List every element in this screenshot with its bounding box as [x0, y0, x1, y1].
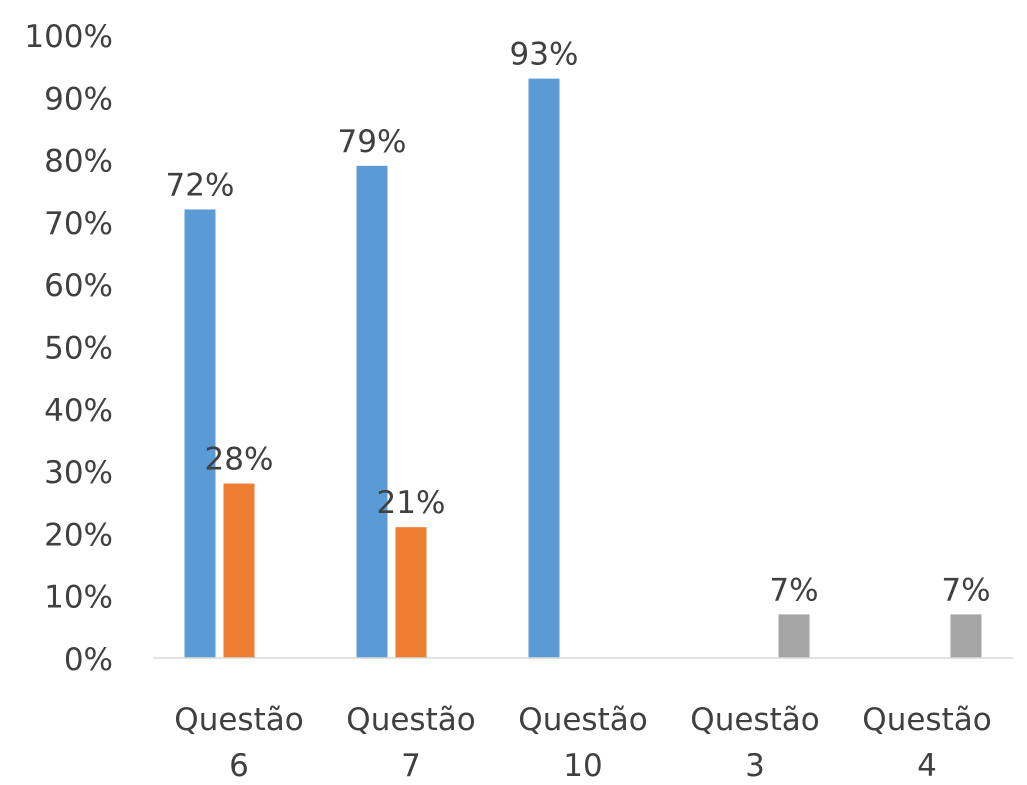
- x-tick-label-line2: 10: [563, 748, 602, 781]
- data-label: 93%: [510, 37, 579, 73]
- bar: [223, 483, 255, 658]
- x-tick-label: Questão 3: [690, 702, 819, 781]
- data-label: 7%: [769, 572, 818, 608]
- x-tick-label-line2: 4: [917, 748, 937, 781]
- y-tick-label: 0%: [64, 642, 113, 678]
- data-label: 72%: [166, 167, 235, 203]
- bar: [395, 527, 427, 658]
- x-tick-label-line1: Questão: [690, 702, 819, 738]
- bar: [184, 209, 216, 658]
- x-tick-label-line2: 7: [401, 748, 421, 781]
- x-tick-label: Questão 6: [174, 702, 303, 781]
- data-label: 28%: [205, 442, 274, 478]
- y-tick-label: 40%: [44, 393, 113, 429]
- y-tick-label: 10%: [44, 580, 113, 616]
- x-tick-label: Questão 10: [518, 702, 647, 781]
- y-tick-label: 30%: [44, 455, 113, 491]
- bar: [528, 78, 560, 659]
- y-tick-label: 70%: [44, 206, 113, 242]
- x-tick-label: Questão 4: [862, 702, 991, 781]
- y-tick-label: 50%: [44, 331, 113, 367]
- y-tick-label: 90%: [44, 81, 113, 117]
- x-tick-label-line2: 6: [229, 748, 249, 781]
- y-tick-label: 60%: [44, 268, 113, 304]
- data-label: 7%: [941, 572, 990, 608]
- bars: [184, 78, 982, 659]
- data-labels: 72% 28% 79% 21% 93% 7% 7%: [166, 37, 991, 609]
- y-tick-label: 80%: [44, 144, 113, 180]
- data-label: 79%: [338, 124, 407, 160]
- y-tick-label: 20%: [44, 517, 113, 553]
- bar: [356, 165, 388, 658]
- bar: [778, 614, 810, 658]
- data-label: 21%: [377, 485, 446, 521]
- x-tick-label-line1: Questão: [862, 702, 991, 738]
- x-tick-label-line1: Questão: [174, 702, 303, 738]
- bar: [950, 614, 982, 658]
- x-tick-label-line1: Questão: [518, 702, 647, 738]
- x-tick-label-line1: Questão: [346, 702, 475, 738]
- x-tick-label-line2: 3: [745, 748, 765, 781]
- y-tick-label: 100%: [24, 19, 113, 55]
- y-axis-tick-labels: 0% 10% 20% 30% 40% 50% 60% 70% 80% 90% 100%: [24, 19, 113, 678]
- x-tick-label: Questão 7: [346, 702, 475, 781]
